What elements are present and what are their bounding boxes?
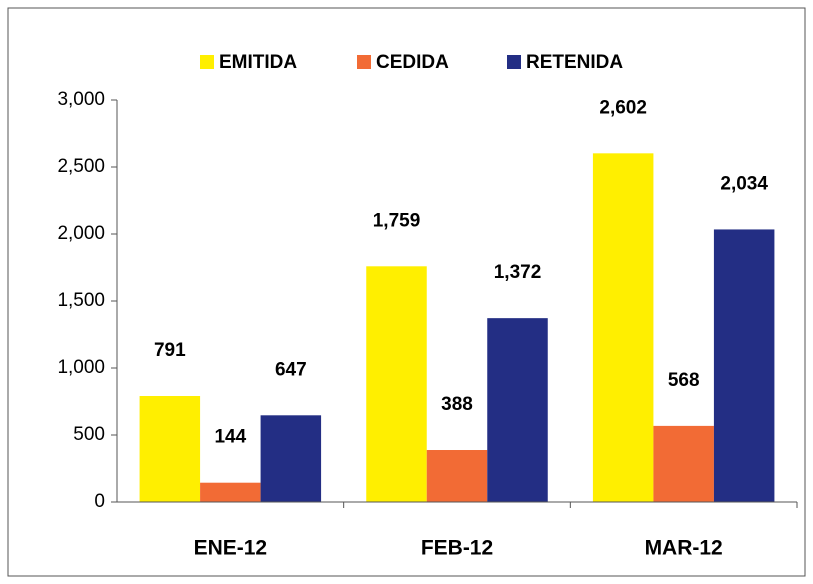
bar — [200, 482, 261, 502]
y-tick-label: 500 — [73, 424, 105, 445]
legend-label: RETENIDA — [526, 52, 623, 73]
y-tick-label: 1,000 — [57, 357, 105, 378]
bar — [713, 229, 775, 502]
data-label: 388 — [441, 394, 473, 415]
bar — [260, 415, 322, 502]
bar — [487, 318, 548, 502]
data-label: 647 — [275, 359, 307, 380]
data-label: 2,034 — [720, 173, 768, 194]
bar — [139, 396, 201, 502]
y-tick-label: 1,500 — [57, 290, 105, 311]
y-tick-label: 0 — [94, 491, 105, 512]
legend-label: CEDIDA — [376, 52, 449, 73]
bar — [426, 450, 488, 502]
bar — [653, 425, 714, 502]
legend-swatch — [357, 55, 371, 69]
legend-swatch — [200, 55, 214, 69]
x-tick-label: FEB-12 — [421, 537, 493, 560]
y-tick-label: 3,000 — [57, 89, 105, 110]
legend-swatch — [507, 55, 521, 69]
y-tick-label: 2,000 — [57, 223, 105, 244]
legend-label: EMITIDA — [219, 52, 297, 73]
data-label: 1,759 — [373, 210, 421, 231]
bar — [366, 266, 427, 502]
y-tick-label: 2,500 — [57, 156, 105, 177]
bar — [592, 153, 654, 502]
data-label: 791 — [154, 340, 186, 361]
data-label: 1,372 — [494, 262, 542, 283]
data-label: 2,602 — [599, 97, 647, 118]
data-label: 144 — [214, 427, 246, 448]
x-tick-label: ENE-12 — [194, 537, 268, 560]
data-label: 568 — [668, 370, 700, 391]
x-tick-label: MAR-12 — [645, 537, 723, 560]
